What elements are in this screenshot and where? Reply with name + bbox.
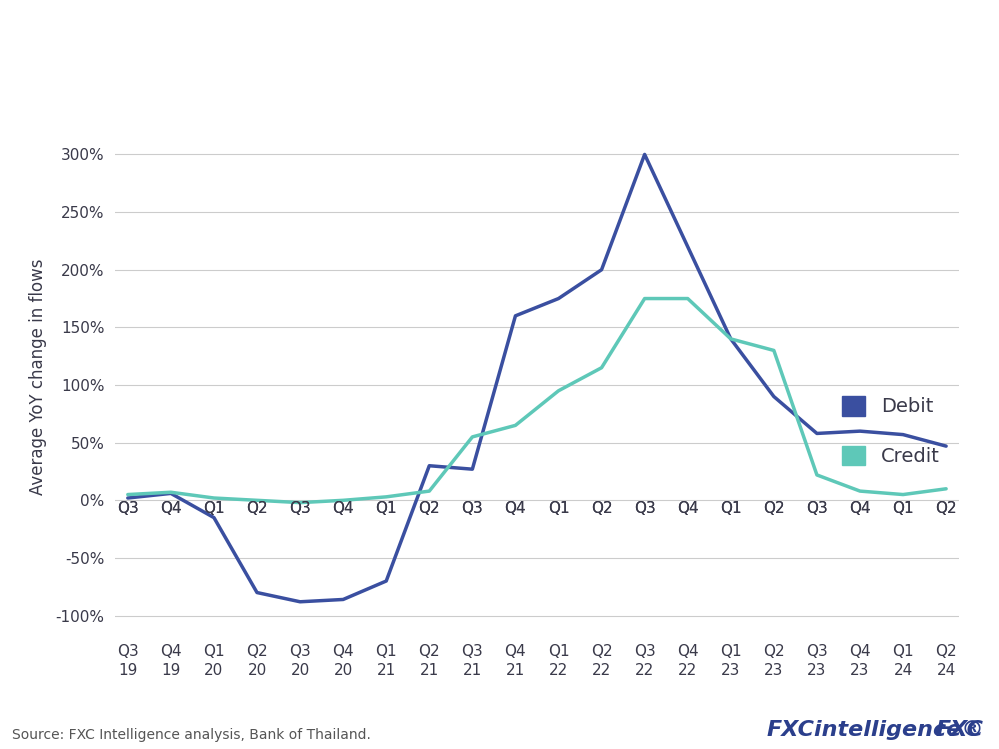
Text: Q2: Q2 xyxy=(590,502,612,517)
Text: FXC: FXC xyxy=(936,720,984,740)
Text: 20: 20 xyxy=(248,664,267,679)
Legend: Debit, Credit: Debit, Credit xyxy=(832,386,949,476)
Text: Q1: Q1 xyxy=(547,644,569,659)
Text: Q3: Q3 xyxy=(289,502,311,517)
Text: Q1: Q1 xyxy=(720,502,741,517)
Text: 20: 20 xyxy=(334,664,353,679)
Text: 19: 19 xyxy=(161,664,181,679)
Text: Q1: Q1 xyxy=(547,502,569,517)
Text: Q3: Q3 xyxy=(806,502,828,517)
Text: Q3: Q3 xyxy=(289,644,311,659)
Text: Q1: Q1 xyxy=(547,502,569,517)
Text: 21: 21 xyxy=(505,664,525,679)
Text: Q3: Q3 xyxy=(117,644,139,659)
Text: 23: 23 xyxy=(850,664,870,679)
Text: Q1: Q1 xyxy=(376,644,397,659)
Text: Q1: Q1 xyxy=(892,502,914,517)
Text: Q3: Q3 xyxy=(462,644,484,659)
Text: 20: 20 xyxy=(205,664,224,679)
Text: FXCintelligence®: FXCintelligence® xyxy=(766,720,984,740)
Text: Q2: Q2 xyxy=(763,644,784,659)
Text: 23: 23 xyxy=(764,664,783,679)
Text: 24: 24 xyxy=(893,664,913,679)
Text: Q2: Q2 xyxy=(935,644,957,659)
Text: Q2: Q2 xyxy=(935,502,957,517)
Text: Q1: Q1 xyxy=(203,502,225,517)
Text: Q4: Q4 xyxy=(160,502,182,517)
Text: 21: 21 xyxy=(463,664,482,679)
Text: Q3: Q3 xyxy=(633,644,655,659)
Text: Source: FXC Intelligence analysis, Bank of Thailand.: Source: FXC Intelligence analysis, Bank … xyxy=(12,727,371,742)
Text: Q2: Q2 xyxy=(763,502,784,517)
Text: Q1: Q1 xyxy=(376,502,397,517)
Text: Q4: Q4 xyxy=(504,502,526,517)
Text: 24: 24 xyxy=(936,664,956,679)
Text: Q4: Q4 xyxy=(677,502,698,517)
Text: Q4: Q4 xyxy=(677,644,698,659)
Text: Q4: Q4 xyxy=(333,502,354,517)
Text: Q2: Q2 xyxy=(590,644,612,659)
Text: Q2: Q2 xyxy=(419,502,441,517)
Text: Q2: Q2 xyxy=(419,502,441,517)
Text: Q2: Q2 xyxy=(246,502,268,517)
Text: Q4: Q4 xyxy=(849,502,871,517)
Text: 21: 21 xyxy=(377,664,396,679)
Text: 19: 19 xyxy=(118,664,138,679)
Text: 21: 21 xyxy=(420,664,439,679)
Text: Avg. flow change for cross-border transactions in Thailand from foreign cards: Avg. flow change for cross-border transa… xyxy=(12,78,709,96)
Text: Q1: Q1 xyxy=(720,502,741,517)
Text: 22: 22 xyxy=(678,664,697,679)
Text: Q1: Q1 xyxy=(203,502,225,517)
Text: Q3: Q3 xyxy=(117,502,139,517)
Text: Q1: Q1 xyxy=(720,644,741,659)
Text: Q4: Q4 xyxy=(677,502,698,517)
Text: 22: 22 xyxy=(548,664,568,679)
Text: 23: 23 xyxy=(721,664,740,679)
Text: Debit cards lead cross-border transaction growth in Thailand: Debit cards lead cross-border transactio… xyxy=(12,21,970,49)
Text: Q3: Q3 xyxy=(806,502,828,517)
Text: Q4: Q4 xyxy=(504,644,526,659)
Text: Q4: Q4 xyxy=(160,644,182,659)
Text: Q2: Q2 xyxy=(246,502,268,517)
Text: 23: 23 xyxy=(807,664,826,679)
Text: Q4: Q4 xyxy=(333,644,354,659)
Text: Q3: Q3 xyxy=(462,502,484,517)
Text: Q2: Q2 xyxy=(763,502,784,517)
Text: Q1: Q1 xyxy=(376,502,397,517)
Text: Q4: Q4 xyxy=(333,502,354,517)
Text: 22: 22 xyxy=(635,664,654,679)
Text: Q3: Q3 xyxy=(633,502,655,517)
Text: 20: 20 xyxy=(291,664,310,679)
Text: Q2: Q2 xyxy=(246,644,268,659)
Text: Q1: Q1 xyxy=(892,502,914,517)
Text: Q2: Q2 xyxy=(935,502,957,517)
Text: Q1: Q1 xyxy=(892,644,914,659)
Text: Q4: Q4 xyxy=(160,502,182,517)
Text: Q3: Q3 xyxy=(289,502,311,517)
Text: Q3: Q3 xyxy=(633,502,655,517)
Text: Q4: Q4 xyxy=(849,502,871,517)
Text: Q2: Q2 xyxy=(419,644,441,659)
Text: Q3: Q3 xyxy=(806,644,828,659)
Text: 22: 22 xyxy=(592,664,611,679)
Text: Q1: Q1 xyxy=(203,644,225,659)
Text: Q3: Q3 xyxy=(462,502,484,517)
Text: Q4: Q4 xyxy=(504,502,526,517)
Text: Q4: Q4 xyxy=(849,644,871,659)
Text: Q2: Q2 xyxy=(590,502,612,517)
Text: Q3: Q3 xyxy=(117,502,139,517)
Y-axis label: Average YoY change in flows: Average YoY change in flows xyxy=(29,258,47,494)
